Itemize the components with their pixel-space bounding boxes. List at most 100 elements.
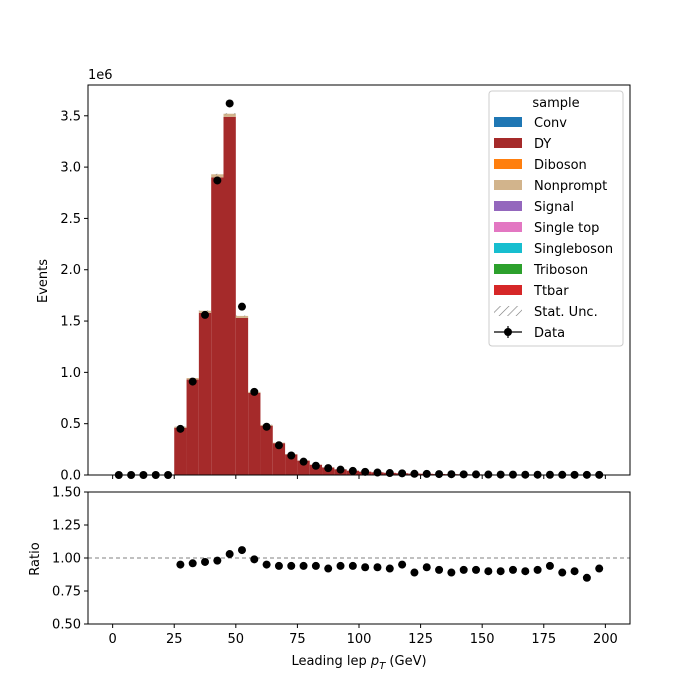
ratio-axes-frame — [87, 491, 631, 625]
ratio-point-12 — [262, 560, 271, 569]
legend-label-singleboson: Singleboson — [534, 242, 613, 257]
data-point-19 — [348, 466, 357, 475]
ratio-point-19 — [348, 561, 357, 570]
data-point-20 — [361, 467, 370, 476]
ratio-y-axis-label: Ratio — [28, 542, 43, 575]
legend-swatch-signal — [494, 201, 522, 211]
ratio-point-9 — [225, 550, 234, 559]
ratio-point-25 — [422, 563, 431, 572]
bar-nonprompt-8 — [211, 174, 224, 178]
legend-data-marker — [504, 328, 512, 336]
data-point-7 — [201, 310, 210, 319]
legend-label-signal: Signal — [534, 200, 574, 215]
data-point-6 — [188, 377, 197, 386]
x-tick-label-0: 0 — [108, 632, 116, 647]
ratio-y-tick-label-3: 1.25 — [52, 519, 81, 534]
bar-dy-15 — [297, 460, 310, 475]
ratio-point-30 — [484, 567, 493, 576]
bar-dy-14 — [285, 454, 298, 475]
main-y-tick-label-5: 2.5 — [60, 212, 81, 227]
ratio-point-31 — [496, 567, 505, 576]
bar-dy-8 — [211, 177, 224, 476]
data-point-16 — [311, 461, 320, 470]
ratio-point-20 — [361, 563, 370, 572]
legend-swatch-dy — [494, 138, 522, 148]
main-y-tick-label-0: 0.0 — [60, 469, 81, 484]
ratio-point-15 — [299, 561, 308, 570]
bar-dy-5 — [174, 427, 187, 475]
ratio-point-36 — [558, 568, 567, 577]
main-panel: 0.0 0.5 1.0 1.5 2.0 2.5 3.0 3.5 — [60, 84, 631, 484]
ratio-point-35 — [545, 561, 554, 570]
ratio-y-tick-label-2: 1.00 — [52, 552, 81, 567]
ratio-point-29 — [472, 565, 481, 574]
legend-label-ttbar: Ttbar — [533, 284, 569, 299]
ratio-point-39 — [595, 564, 604, 573]
legend-swatch-ttbar — [494, 285, 522, 295]
data-point-29 — [472, 470, 481, 479]
x-tick-label-8: 200 — [593, 632, 618, 647]
bar-dy-11 — [248, 392, 261, 475]
data-point-14 — [287, 451, 296, 460]
ratio-point-23 — [398, 560, 407, 569]
data-point-18 — [336, 465, 345, 474]
ratio-y-tick-label-0: 0.50 — [52, 618, 81, 633]
ratio-point-27 — [447, 568, 456, 577]
ratio-point-16 — [311, 561, 320, 570]
data-point-22 — [385, 469, 394, 478]
ratio-point-11 — [250, 555, 259, 564]
stat-unc-10 — [235, 315, 249, 317]
legend-label-nonprompt: Nonprompt — [534, 179, 607, 194]
main-y-tick-label-7: 3.5 — [60, 109, 81, 124]
data-point-23 — [398, 469, 407, 478]
main-y-tick-label-6: 3.0 — [60, 161, 81, 176]
bar-nonprompt-9 — [223, 113, 236, 117]
main-y-tick-label-2: 1.0 — [60, 366, 81, 381]
legend-label-triboson: Triboson — [533, 263, 588, 278]
data-point-13 — [274, 441, 283, 450]
data-point-15 — [299, 457, 308, 466]
ratio-point-22 — [385, 564, 394, 573]
ratio-point-5 — [176, 560, 185, 569]
legend-title: sample — [532, 96, 579, 111]
legend-box — [488, 90, 624, 347]
ratio-y-tick-label-4: 1.50 — [52, 486, 81, 501]
bar-dy-9 — [223, 116, 236, 475]
ratio-point-33 — [521, 567, 530, 576]
data-point-27 — [447, 470, 456, 479]
x-tick-label-2: 50 — [228, 632, 245, 647]
ratio-panel: 0.50 0.75 1.00 1.25 1.50 0 25 50 75 100 125 150 175 2… — [52, 486, 631, 647]
ratio-point-24 — [410, 568, 419, 577]
ratio-point-21 — [373, 563, 382, 572]
data-point-17 — [324, 464, 333, 473]
x-axis-label-sub: T — [379, 661, 386, 672]
bar-dy-7 — [198, 312, 212, 475]
bar-dy-6 — [186, 379, 199, 475]
legend-label-dy: DY — [534, 137, 551, 152]
data-point-5 — [176, 424, 185, 433]
x-tick-label-4: 100 — [347, 632, 372, 647]
ratio-point-38 — [582, 573, 591, 582]
legend-swatch-diboson — [494, 159, 522, 169]
legend-swatch-stat-unc — [494, 306, 522, 316]
x-tick-label-5: 125 — [408, 632, 433, 647]
main-y-axis-label: Events — [36, 259, 51, 303]
x-axis-label-tail: (GeV) — [385, 654, 426, 669]
x-tick-label-1: 25 — [166, 632, 183, 647]
legend: sample Conv DY Diboson Nonprompt Signal Single… — [488, 90, 624, 347]
x-tick-label-3: 75 — [289, 632, 306, 647]
stat-unc-8 — [211, 173, 224, 175]
ratio-point-37 — [570, 567, 579, 576]
data-point-26 — [435, 470, 444, 479]
bar-dy-16 — [309, 464, 323, 475]
bar-dy-13 — [272, 443, 286, 475]
bar-dy-12 — [260, 425, 273, 475]
legend-swatch-single-top — [494, 222, 522, 232]
legend-swatch-singleboson — [494, 243, 522, 253]
legend-swatch-triboson — [494, 264, 522, 274]
data-point-8 — [213, 176, 222, 185]
ratio-point-7 — [201, 557, 210, 566]
main-y-tick-label-4: 2.0 — [60, 263, 81, 278]
data-point-11 — [250, 387, 259, 396]
main-y-tick-label-1: 0.5 — [60, 417, 81, 432]
